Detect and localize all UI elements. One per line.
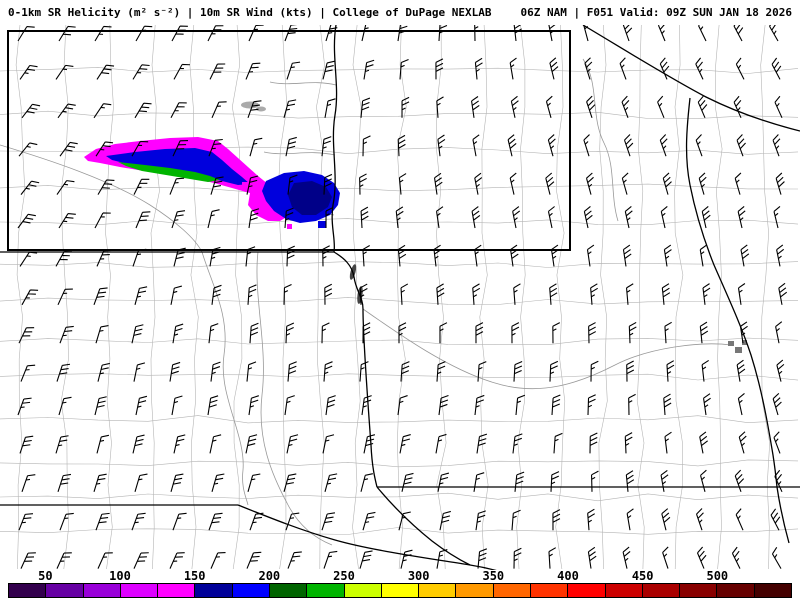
colorbar-segment-12 bbox=[456, 584, 494, 597]
colorbar-tick-300: 300 bbox=[407, 569, 430, 583]
colorbar-segment-18 bbox=[680, 584, 718, 597]
colorbar-tick-50: 50 bbox=[38, 569, 53, 583]
colorbar-segment-10 bbox=[381, 584, 420, 597]
colorbar-segment-13 bbox=[493, 584, 531, 597]
colorbar-segment-14 bbox=[530, 584, 569, 597]
city-area-marker bbox=[728, 340, 747, 353]
state-borders-layer bbox=[0, 25, 800, 570]
colorbar-segment-6 bbox=[232, 584, 270, 597]
product-title: 0-1km SR Helicity (m² s⁻²) | 10m SR Wind… bbox=[8, 6, 492, 19]
colorbar-segment-8 bbox=[307, 584, 345, 597]
colorbar-segment-16 bbox=[605, 584, 643, 597]
colorbar-tick-350: 350 bbox=[482, 569, 505, 583]
colorbar-tick-250: 250 bbox=[333, 569, 355, 583]
colorbar: 50 100 150 200 250 300 350 400 450 500 bbox=[0, 570, 800, 600]
helicity-overlay bbox=[84, 137, 340, 229]
weather-map bbox=[0, 25, 800, 570]
colorbar-segment-19 bbox=[717, 584, 755, 597]
colorbar-segment-4 bbox=[158, 584, 196, 597]
colorbar-segment-0 bbox=[9, 584, 47, 597]
colorbar-tick-150: 150 bbox=[183, 569, 206, 583]
colorbar-segment-11 bbox=[419, 584, 457, 597]
colorbar-segment-17 bbox=[642, 584, 681, 597]
colorbar-scale bbox=[8, 583, 792, 598]
colorbar-segment-1 bbox=[46, 584, 84, 597]
colorbar-segment-2 bbox=[83, 584, 121, 597]
colorbar-tick-labels: 50 100 150 200 250 300 350 400 450 500 bbox=[8, 570, 792, 583]
wind-barbs-layer bbox=[17, 25, 790, 570]
colorbar-segment-15 bbox=[568, 584, 606, 597]
colorbar-tick-100: 100 bbox=[109, 569, 131, 583]
colorbar-tick-450: 450 bbox=[631, 569, 654, 583]
river-lines-layer bbox=[0, 58, 732, 546]
colorbar-tick-200: 200 bbox=[258, 569, 281, 583]
colorbar-segment-5 bbox=[195, 584, 233, 597]
colorbar-segment-9 bbox=[344, 584, 382, 597]
title-bar: 0-1km SR Helicity (m² s⁻²) | 10m SR Wind… bbox=[0, 0, 800, 25]
colorbar-tick-400: 400 bbox=[557, 569, 579, 583]
colorbar-tick-500: 500 bbox=[706, 569, 729, 583]
colorbar-segment-20 bbox=[754, 584, 791, 597]
map-area bbox=[0, 25, 800, 570]
model-run-valid-time: 06Z NAM | F051 Valid: 09Z SUN JAN 18 202… bbox=[520, 6, 792, 19]
colorbar-segment-7 bbox=[269, 584, 308, 597]
colorbar-segment-3 bbox=[120, 584, 159, 597]
